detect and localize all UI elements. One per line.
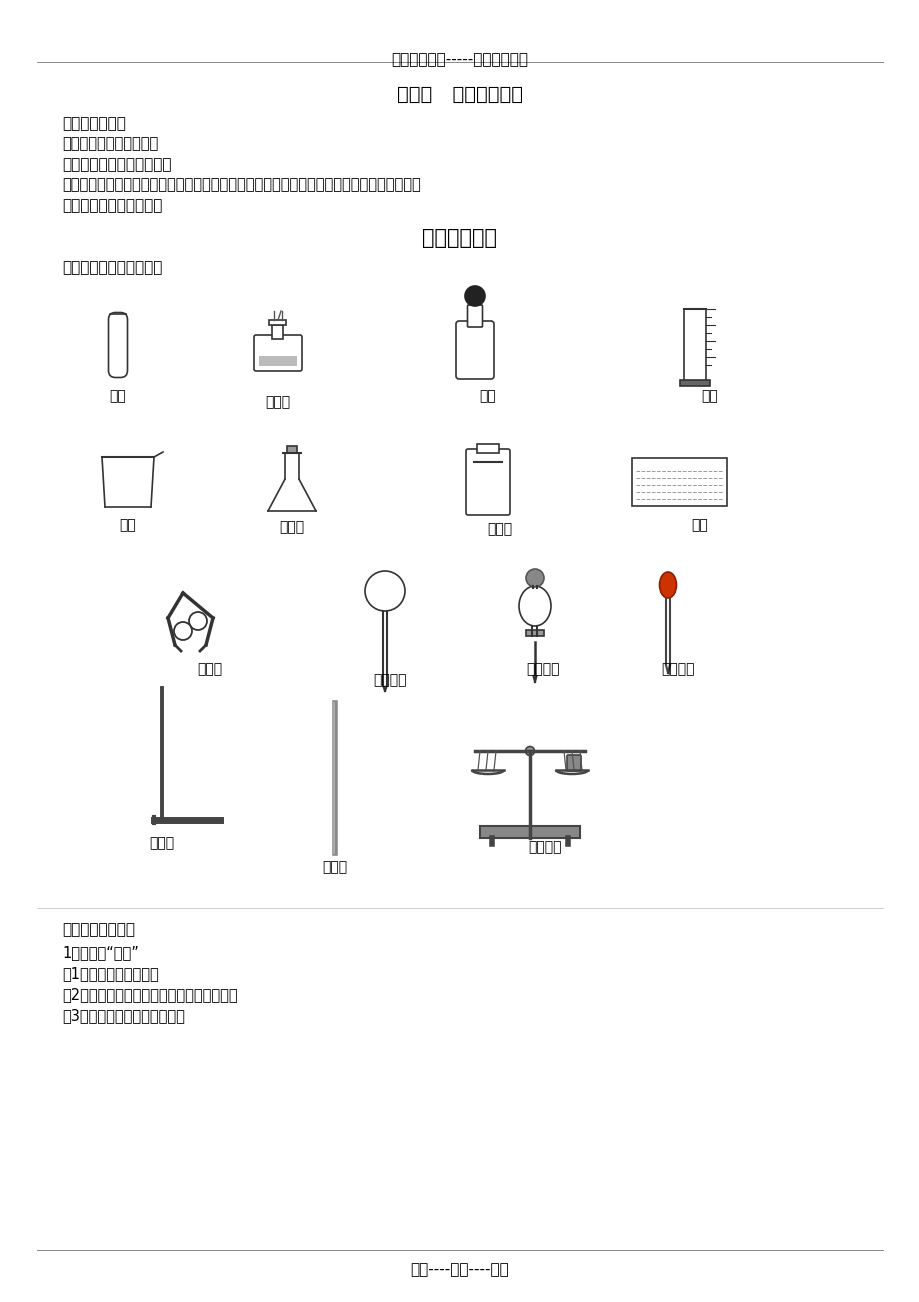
- Text: 走进化学实验: 走进化学实验: [422, 228, 497, 247]
- Text: 坤埚馁: 坤埚馁: [198, 661, 222, 676]
- Text: 烧杯: 烧杯: [119, 518, 136, 533]
- Text: （1）不能用手接触药品: （1）不能用手接触药品: [62, 966, 159, 980]
- Bar: [476, 444, 498, 453]
- Bar: [632, 458, 727, 506]
- Text: 量筒: 量筒: [701, 389, 718, 404]
- Text: 二、通过科学探究解决问题: 二、通过科学探究解决问题: [62, 158, 171, 172]
- Bar: [480, 825, 579, 838]
- Circle shape: [174, 622, 192, 641]
- Circle shape: [526, 569, 543, 587]
- Bar: [526, 630, 543, 635]
- Ellipse shape: [464, 286, 484, 306]
- Bar: [259, 355, 297, 366]
- Text: 水槽: 水槽: [691, 518, 708, 533]
- Bar: [269, 320, 286, 326]
- Text: 玻璃棒: 玻璃棒: [322, 861, 347, 874]
- Text: 善于发现问题和提出问题: 善于发现问题和提出问题: [62, 135, 158, 151]
- Text: 分液漏斗: 分液漏斗: [526, 661, 559, 676]
- FancyBboxPatch shape: [467, 305, 482, 327]
- FancyBboxPatch shape: [456, 322, 494, 379]
- Bar: [679, 380, 709, 385]
- Ellipse shape: [659, 572, 675, 598]
- Text: 酒精灯: 酒精灯: [266, 395, 290, 409]
- Text: 托盘天平: 托盘天平: [528, 840, 562, 854]
- Text: 专心----专注----专业: 专心----专注----专业: [410, 1262, 509, 1277]
- FancyBboxPatch shape: [466, 449, 509, 516]
- Text: 集气瓶: 集气瓶: [487, 522, 512, 536]
- Text: 胶头滴管: 胶头滴管: [661, 661, 694, 676]
- Text: 精选优质文档-----倾情为你奉上: 精选优质文档-----倾情为你奉上: [391, 52, 528, 66]
- Text: 滴瓶: 滴瓶: [479, 389, 496, 404]
- Bar: [287, 447, 297, 453]
- Text: 一、认识常见的化学他器: 一、认识常见的化学他器: [62, 260, 162, 275]
- Text: 长颈漏斗: 长颈漏斗: [373, 673, 406, 687]
- Text: 试管: 试管: [109, 389, 126, 404]
- Circle shape: [365, 572, 404, 611]
- Circle shape: [188, 612, 207, 630]
- Text: （2）不要把鼻孔凑到容器口去闻气体的气味: （2）不要把鼻孔凑到容器口去闻气体的气味: [62, 987, 237, 1003]
- Text: 铁架台: 铁架台: [149, 836, 175, 850]
- Ellipse shape: [518, 586, 550, 626]
- FancyBboxPatch shape: [254, 335, 301, 371]
- Text: 三、对探究活动进行反思: 三、对探究活动进行反思: [62, 198, 162, 214]
- Text: 一、从问题开始: 一、从问题开始: [62, 116, 126, 132]
- FancyBboxPatch shape: [108, 312, 128, 378]
- Bar: [683, 309, 705, 381]
- Text: 基本环节：提出问题、建立假设、收集证据（设计实验、进行实验等）、获得结论、交流评价: 基本环节：提出问题、建立假设、收集证据（设计实验、进行实验等）、获得结论、交流评…: [62, 177, 420, 191]
- Text: 二、实验基本操作: 二、实验基本操作: [62, 922, 135, 937]
- Text: （3）不得品尝任何药品的味道: （3）不得品尝任何药品的味道: [62, 1008, 185, 1023]
- Circle shape: [525, 746, 534, 755]
- Text: 1、原则：“三不”: 1、原则：“三不”: [62, 945, 139, 960]
- Text: 第二节   体验化学探究: 第二节 体验化学探究: [397, 85, 522, 104]
- Bar: [272, 326, 283, 339]
- FancyBboxPatch shape: [566, 755, 581, 771]
- Text: 锥形瓶: 锥形瓶: [279, 519, 304, 534]
